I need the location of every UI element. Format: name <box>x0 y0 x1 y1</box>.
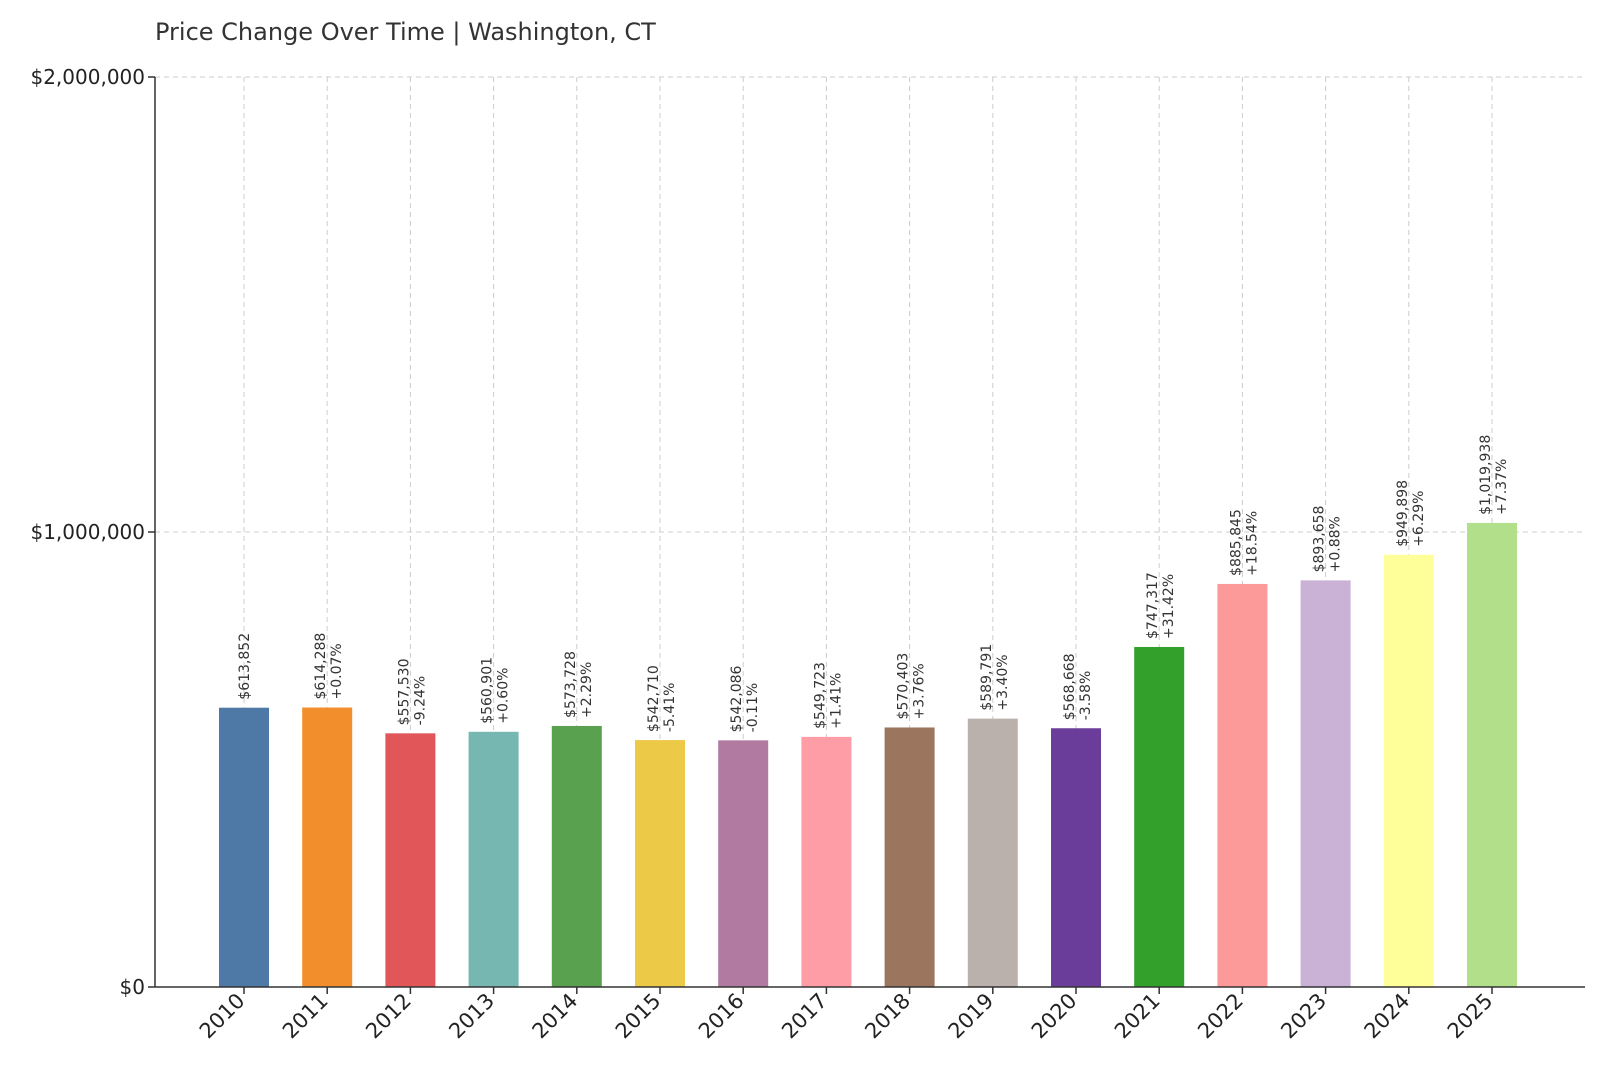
value-label: $557,530 <box>396 659 412 726</box>
x-tick-label-2019: 2019 <box>944 989 999 1044</box>
data-label-2023: $893,658+0.88% <box>1312 506 1344 573</box>
bar-2015 <box>635 740 685 987</box>
bar-2023 <box>1300 580 1351 987</box>
change-label: +0.60% <box>496 668 512 724</box>
value-label: $1,019,938 <box>1478 435 1494 515</box>
bar-2019 <box>967 718 1018 987</box>
bar-2022 <box>1217 583 1268 987</box>
x-tick-label-2018: 2018 <box>860 989 915 1044</box>
data-label-2010: $613,852 <box>237 633 253 700</box>
change-label: +3.40% <box>995 654 1011 710</box>
y-tick-label: $0 <box>120 975 145 999</box>
bar-2018 <box>884 727 935 987</box>
x-tick-label-2014: 2014 <box>528 989 583 1044</box>
data-label-2016: $542,086-0.11% <box>729 665 761 732</box>
data-label-2014: $573,728+2.29% <box>563 651 595 718</box>
axes <box>148 76 1585 994</box>
change-label: +0.07% <box>329 643 345 699</box>
x-tick-label-2025: 2025 <box>1443 989 1498 1044</box>
bar-2017 <box>801 736 852 987</box>
data-label-2012: $557,530-9.24% <box>396 659 428 726</box>
change-label: +7.37% <box>1494 459 1510 515</box>
value-label: $542,710 <box>646 665 662 732</box>
value-label: $549,723 <box>812 662 828 729</box>
chart-title: Price Change Over Time | Washington, CT <box>155 18 656 46</box>
x-tick-label-2011: 2011 <box>278 989 333 1044</box>
data-label-2018: $570,403+3.76% <box>896 653 928 720</box>
value-label: $613,852 <box>237 633 253 700</box>
x-tick-label-2022: 2022 <box>1193 989 1248 1044</box>
x-tick-label-2010: 2010 <box>195 989 250 1044</box>
data-label-2013: $560,901+0.60% <box>480 657 512 724</box>
value-label: $614,288 <box>313 633 329 700</box>
bar-2011 <box>302 707 353 987</box>
data-label-2017: $549,723+1.41% <box>812 662 844 729</box>
value-label: $573,728 <box>563 651 579 718</box>
data-label-2021: $747,317+31.42% <box>1145 572 1177 639</box>
change-label: -0.11% <box>745 683 761 733</box>
value-label: $589,791 <box>979 644 995 711</box>
gridlines <box>155 76 1585 987</box>
change-label: +3.76% <box>912 663 928 719</box>
data-label-2019: $589,791+3.40% <box>979 644 1011 711</box>
y-tick-labels: $0 $1,000,000 $2,000,000 <box>30 65 145 999</box>
value-label: $568,668 <box>1062 653 1078 720</box>
x-tick-label-2021: 2021 <box>1110 989 1165 1044</box>
value-label: $570,403 <box>896 653 912 720</box>
change-label: +1.41% <box>828 673 844 729</box>
y-tick-label: $2,000,000 <box>30 65 145 89</box>
change-label: -5.41% <box>662 683 678 733</box>
data-labels: $613,852 $614,288+0.07% $557,530-9.24% $560… <box>237 435 1510 733</box>
bar-2025 <box>1467 522 1517 987</box>
data-label-2015: $542,710-5.41% <box>646 665 678 732</box>
x-tick-label-2023: 2023 <box>1276 989 1331 1044</box>
x-tick-label-2017: 2017 <box>777 989 832 1044</box>
x-tick-labels: 2010 2011 2012 2013 2014 2015 2016 2017 2018 2019… <box>195 989 1498 1044</box>
y-tick-label: $1,000,000 <box>30 520 145 544</box>
data-label-2025: $1,019,938+7.37% <box>1478 435 1510 515</box>
data-label-2020: $568,668-3.58% <box>1062 653 1094 720</box>
value-label: $949,898 <box>1395 480 1411 547</box>
change-label: +0.88% <box>1328 516 1344 572</box>
x-tick-label-2020: 2020 <box>1027 989 1082 1044</box>
bar-2020 <box>1051 728 1101 987</box>
change-label: +18.54% <box>1244 511 1260 576</box>
bar-2010 <box>219 707 269 987</box>
bar-2012 <box>385 733 436 987</box>
x-tick-label-2013: 2013 <box>444 989 499 1044</box>
bar-2024 <box>1383 554 1434 987</box>
change-label: +2.29% <box>579 662 595 718</box>
bar-2014 <box>551 725 602 987</box>
data-label-2024: $949,898+6.29% <box>1395 480 1427 547</box>
data-label-2022: $885,845+18.54% <box>1228 509 1260 576</box>
x-tick-label-2012: 2012 <box>361 989 416 1044</box>
value-label: $893,658 <box>1312 506 1328 573</box>
value-label: $747,317 <box>1145 572 1161 639</box>
data-label-2011: $614,288+0.07% <box>313 633 345 700</box>
x-tick-label-2016: 2016 <box>694 989 749 1044</box>
x-tick-label-2015: 2015 <box>611 989 666 1044</box>
value-label: $542,086 <box>729 665 745 732</box>
bar-2021 <box>1134 646 1185 987</box>
change-label: +31.42% <box>1161 574 1177 639</box>
change-label: +6.29% <box>1411 491 1427 547</box>
change-label: -9.24% <box>412 676 428 726</box>
change-label: -3.58% <box>1078 671 1094 721</box>
value-label: $885,845 <box>1228 509 1244 576</box>
value-label: $560,901 <box>480 657 496 724</box>
x-tick-label-2024: 2024 <box>1360 989 1415 1044</box>
bar-2016 <box>718 740 769 987</box>
bar-2013 <box>468 731 519 987</box>
bars <box>219 522 1517 987</box>
